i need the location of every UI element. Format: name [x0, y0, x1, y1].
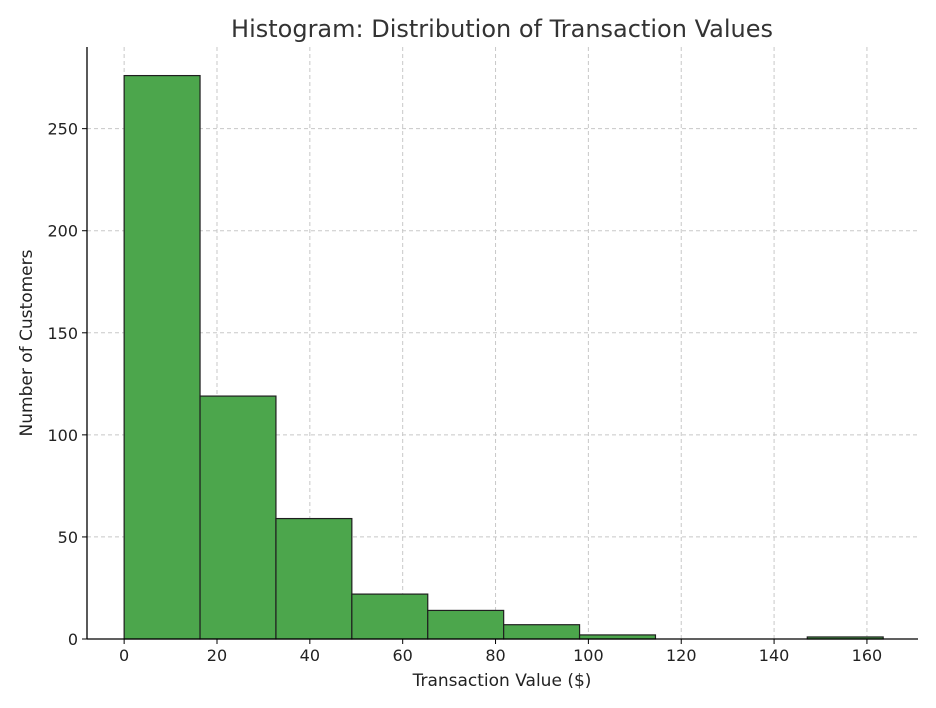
x-tick-label: 120 — [666, 646, 697, 665]
x-tick-label: 160 — [852, 646, 883, 665]
x-tick-label: 80 — [485, 646, 505, 665]
histogram-bar-6 — [503, 624, 581, 640]
x-tick-label: 20 — [207, 646, 227, 665]
x-tick-label: 140 — [759, 646, 790, 665]
y-tick-label: 150 — [47, 324, 78, 343]
y-axis-label: Number of Customers — [17, 249, 37, 436]
histogram-bar-3 — [275, 517, 353, 640]
y-tick-label: 250 — [47, 120, 78, 139]
x-tick-label: 40 — [300, 646, 320, 665]
histogram-bar-5 — [427, 609, 505, 640]
histogram-bars — [123, 74, 884, 640]
y-axis-ticks: 0 50 100 150 200 250 — [47, 120, 87, 649]
y-tick-label: 200 — [47, 222, 78, 241]
y-tick-label: 0 — [68, 630, 78, 649]
x-tick-label: 0 — [119, 646, 129, 665]
x-tick-label: 100 — [573, 646, 604, 665]
x-tick-label: 60 — [393, 646, 413, 665]
axes — [86, 47, 918, 640]
x-axis-label: Transaction Value ($) — [412, 671, 592, 691]
histogram-bar-2 — [199, 395, 277, 640]
y-tick-label: 100 — [47, 426, 78, 445]
y-tick-label: 50 — [58, 528, 78, 547]
chart-title: Histogram: Distribution of Transaction V… — [231, 15, 773, 43]
x-axis-ticks: 0 20 40 60 80 100 120 140 160 — [119, 639, 882, 665]
histogram-bar-4 — [351, 593, 429, 640]
histogram-bar-1 — [123, 74, 201, 640]
